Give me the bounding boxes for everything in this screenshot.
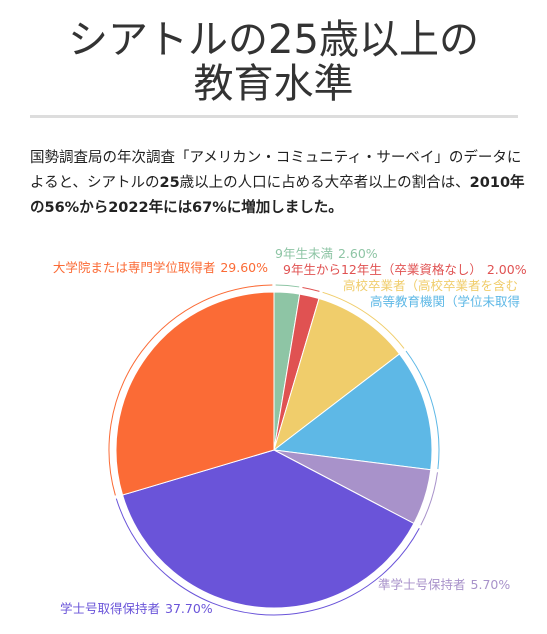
label-bracket	[115, 498, 420, 616]
label-name: 大学院または専門学位取得者	[53, 260, 216, 275]
pie-slice	[121, 449, 415, 609]
label-name: 準学士号保持者	[378, 577, 466, 592]
intro-text: 国勢調査局の年次調査「アメリカン・コミュニティ・サーベイ」のデータによると、シア…	[30, 150, 522, 191]
title-line: シアトルの25歳以上の	[68, 17, 479, 63]
label-bracket	[322, 291, 405, 349]
label-name: 高校卒業者（高校卒業者を含む	[343, 278, 518, 293]
label-name: 9年生未満	[275, 246, 333, 261]
intro-text: 25	[159, 175, 180, 191]
pie-slice	[115, 291, 275, 496]
label-bracket	[275, 284, 300, 288]
label-bracket	[420, 472, 438, 526]
slice-label: 高校卒業者（高校卒業者を含む	[343, 278, 518, 293]
slice-label: 高等教育機関（学位未取得	[370, 294, 520, 309]
title: シアトルの25歳以上の 教育水準	[0, 18, 547, 106]
value-label: 29.60%	[220, 260, 268, 275]
label-name: 9年生から12年生（卒業資格なし）	[283, 262, 482, 277]
value-label: 5.70%	[471, 577, 511, 592]
title-line: 教育水準	[193, 61, 354, 107]
label-bracket	[302, 286, 320, 292]
label-name: 高等教育機関（学位未取得	[370, 294, 520, 309]
slice-label: 学士号取得保持者 37.70%	[60, 601, 213, 616]
value-label: 2.60%	[338, 246, 378, 261]
slice-label: 9年生未満 2.60%	[275, 246, 378, 261]
intro-text: 2010年の56%から2022年には67%に増加しました。	[30, 175, 525, 216]
slice-label: 大学院または専門学位取得者 29.60%	[53, 260, 268, 275]
label-bracket	[108, 284, 273, 496]
intro: 国勢調査局の年次調査「アメリカン・コミュニティ・サーベイ」のデータによると、シア…	[30, 146, 525, 221]
intro-text: 歳以上の人口に占める大卒者以上の割合は、	[179, 175, 470, 191]
divider	[30, 115, 518, 118]
slice-label: 9年生から12年生（卒業資格なし） 2.00%	[283, 262, 527, 277]
value-label: 2.00%	[487, 262, 527, 277]
pie-slice	[272, 353, 433, 471]
slice-label: 準学士号保持者 5.70%	[378, 577, 510, 592]
value-label: 37.70%	[165, 601, 213, 616]
label-name: 学士号取得保持者	[60, 601, 160, 616]
pie-slice	[273, 297, 401, 452]
label-bracket	[405, 350, 440, 470]
